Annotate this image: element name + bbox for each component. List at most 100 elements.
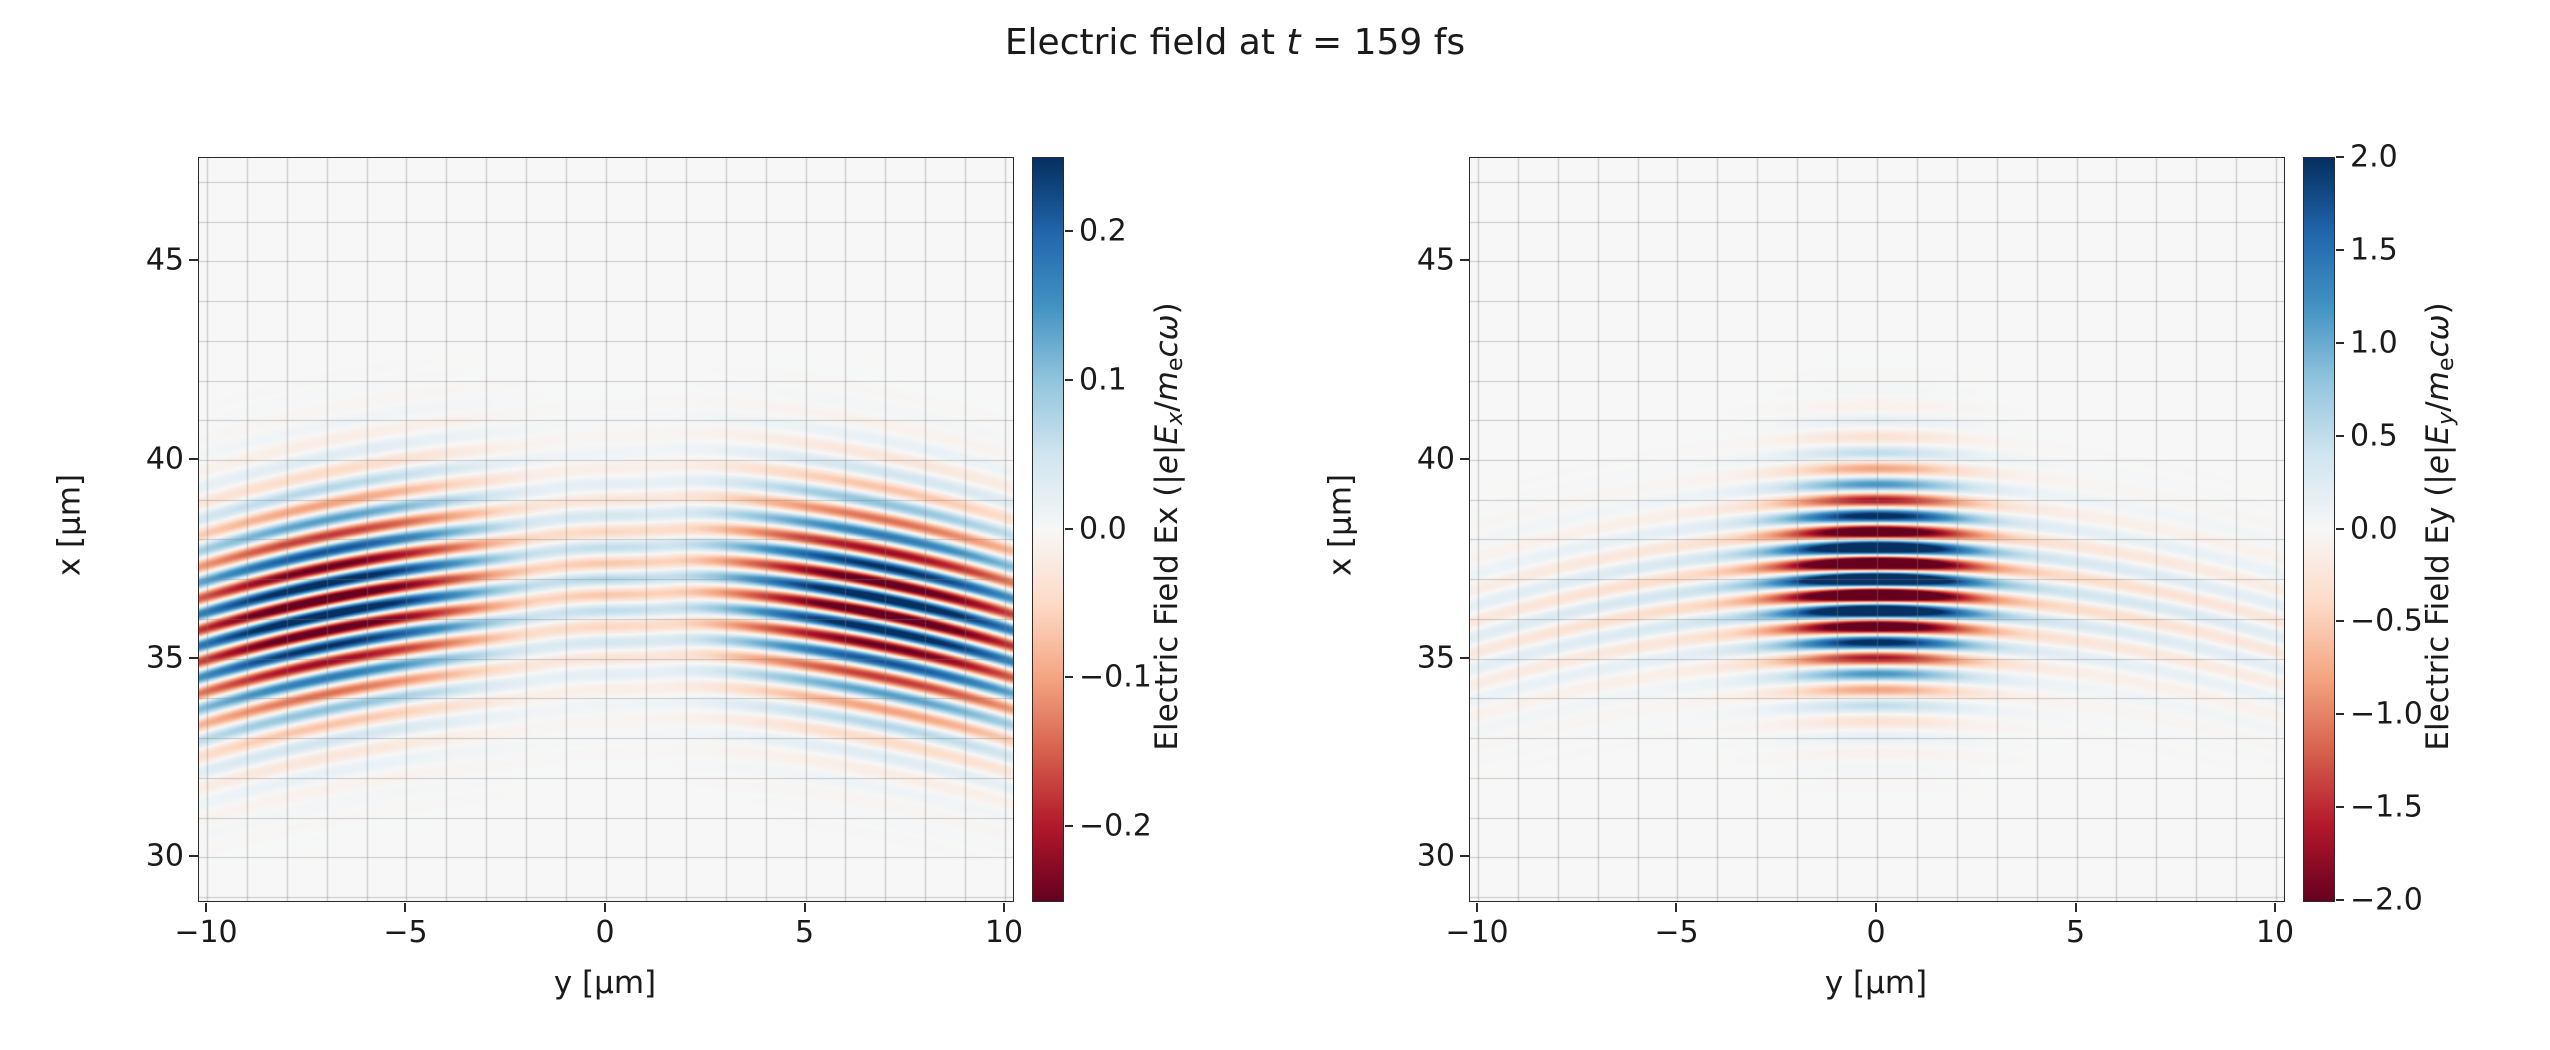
x-tick-label: 10: [2255, 915, 2295, 950]
y-tick-mark: [1460, 457, 1469, 460]
y-axis-label-ey: x [μm]: [1322, 473, 1359, 577]
x-tick-mark: [404, 903, 407, 912]
heatmap-canvas-ex: [198, 157, 1014, 902]
x-axis-label-ey: y [μm]: [1824, 965, 1928, 1001]
text-segment: E: [2420, 425, 2457, 445]
colorbar-tick-label: −2.0: [2350, 882, 2423, 918]
colorbar-label-ey: Electric Field Ey (|e|Ey/mecω): [2420, 155, 2459, 898]
colorbar-tick-label: −1.5: [2350, 789, 2423, 825]
colorbar-tick-label: 1.0: [2350, 325, 2398, 361]
y-tick-mark: [189, 855, 198, 858]
colorbar-tick-label: 0.0: [1079, 511, 1127, 546]
colorbar-tick-mark: [2336, 899, 2344, 901]
colorbar-tick-mark: [1065, 230, 1073, 233]
y-tick-label: 35: [1416, 640, 1455, 676]
x-tick-label: −10: [174, 915, 238, 950]
colorbar-tick-mark: [2336, 713, 2344, 716]
text-segment: ω: [1149, 314, 1186, 341]
colorbar-tick-mark: [1065, 824, 1073, 827]
colorbar-tick-mark: [2336, 434, 2344, 437]
colorbar-tick-label: 0.5: [2350, 418, 2398, 454]
text-segment: /: [2420, 401, 2457, 412]
text-segment: y: [2432, 411, 2459, 426]
colorbar-tick-label: −0.2: [1079, 808, 1152, 844]
y-tick-mark: [1460, 259, 1469, 262]
colorbar-tick-mark: [1065, 676, 1073, 679]
colorbar-tick-mark: [1065, 378, 1073, 381]
text-segment: c: [1149, 340, 1186, 358]
text-segment: e: [2432, 357, 2459, 372]
x-tick-mark: [1675, 903, 1678, 912]
x-tick-mark: [803, 903, 806, 912]
text-segment: Electric Field Ey (|: [2420, 474, 2457, 751]
y-tick-label: 30: [145, 838, 184, 874]
text-segment: ): [2420, 302, 2457, 315]
colorbar-tick-mark: [2336, 806, 2344, 809]
text-segment: /: [1149, 401, 1186, 412]
x-tick-label: −10: [1445, 915, 1509, 950]
text-segment: |: [2420, 444, 2457, 456]
y-tick-label: 45: [145, 242, 184, 278]
y-tick-mark: [189, 457, 198, 460]
y-tick-label: 40: [1416, 441, 1455, 477]
x-tick-label: 10: [984, 915, 1024, 950]
text-segment: x: [1161, 411, 1188, 426]
colorbar-canvas-ex: [1032, 157, 1064, 902]
y-tick-label: 40: [145, 441, 184, 477]
colorbar-tick-label: 2.0: [2350, 139, 2398, 175]
colorbar-tick-mark: [2336, 341, 2344, 344]
y-tick-mark: [1460, 656, 1469, 659]
colorbar-tick-label: −0.1: [1079, 659, 1152, 695]
colorbar-tick-mark: [2336, 156, 2344, 158]
text-segment: e: [2420, 455, 2457, 475]
text-segment: |: [1149, 444, 1186, 456]
y-tick-label: 45: [1416, 242, 1455, 278]
colorbar-label-ex: Electric Field Ex (|e|Ex/mecω): [1149, 155, 1188, 898]
text-segment: Electric field at: [1004, 22, 1287, 63]
text-segment: Electric Field Ex (|: [1149, 474, 1186, 751]
colorbar-ex: 0.2 0.1 0.0 −0.1 −0.2 Electric Field Ex (|e|…: [1032, 157, 1188, 902]
text-segment: t: [1286, 22, 1301, 63]
x-tick-mark: [2074, 903, 2077, 912]
x-tick-mark: [1475, 903, 1478, 912]
x-tick-mark: [1003, 903, 1006, 912]
colorbar-tick-label: 0.2: [1079, 213, 1127, 249]
text-segment: m: [2420, 371, 2457, 402]
y-tick-mark: [189, 656, 198, 659]
panel-ey: −10 −5 0 5 10 30 35 40 45 y [μm] x [μm]: [1323, 157, 2294, 1001]
colorbar-tick-mark: [1065, 527, 1073, 530]
x-tick-label: −5: [1654, 915, 1699, 950]
colorbar-tick-mark: [2336, 248, 2344, 251]
colorbar-tick-label: 1.5: [2350, 232, 2398, 268]
x-tick-label: 0: [595, 915, 615, 950]
x-tick-mark: [604, 903, 606, 912]
y-tick-mark: [1460, 855, 1469, 858]
y-tick-mark: [189, 259, 198, 262]
colorbar-ey: 2.0 1.5 1.0 0.5 0.0 −0.5 −1.0 −1.5 −2.0 Electric…: [2303, 140, 2459, 918]
text-segment: E: [1149, 425, 1186, 445]
text-segment: ω: [2420, 314, 2457, 341]
colorbar-tick-label: 0.1: [1079, 362, 1127, 398]
y-tick-label: 30: [1416, 838, 1455, 874]
colorbar-tick-label: 0.0: [2350, 511, 2398, 546]
x-axis-label-ex: y [μm]: [553, 965, 657, 1001]
colorbar-tick-mark: [2336, 620, 2344, 623]
x-tick-label: 5: [2065, 915, 2086, 950]
text-segment: e: [1149, 455, 1186, 475]
colorbar-canvas-ey: [2303, 157, 2335, 902]
x-tick-label: 5: [794, 915, 815, 950]
figure-title: Electric field at t = 159 fs: [0, 22, 2470, 63]
text-segment: = 159 fs: [1300, 22, 1466, 63]
x-tick-mark: [2274, 903, 2277, 912]
text-segment: c: [2420, 340, 2457, 358]
colorbar-tick-label: −0.5: [2350, 603, 2423, 639]
y-axis-label-ex: x [μm]: [51, 473, 88, 577]
x-tick-label: 0: [1866, 915, 1886, 950]
colorbar-tick-label: −1.0: [2350, 696, 2423, 732]
text-segment: m: [1149, 371, 1186, 402]
y-tick-label: 35: [145, 640, 184, 676]
panel-ex: −10 −5 0 5 10 30 35 40 45 y [μm] x [μm]: [52, 157, 1023, 1001]
colorbar-tick-mark: [2336, 527, 2344, 530]
text-segment: ): [1149, 302, 1186, 315]
